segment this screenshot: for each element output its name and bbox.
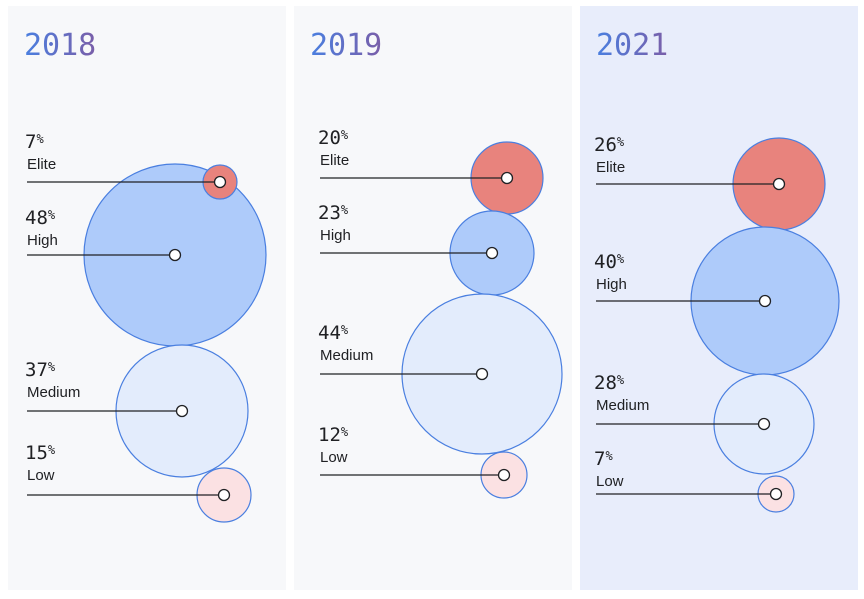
category-label: Low	[596, 473, 624, 490]
panel-title: 2021	[596, 28, 668, 63]
category-label: High	[596, 276, 627, 293]
data-point-marker	[485, 246, 499, 260]
category-label: Low	[320, 449, 348, 466]
category-label: High	[320, 227, 351, 244]
category-label: Elite	[320, 152, 349, 169]
data-point-marker	[168, 248, 182, 262]
category-label: Elite	[27, 156, 56, 173]
category-label: Medium	[320, 347, 373, 364]
category-label: Medium	[596, 397, 649, 414]
data-point-marker	[757, 417, 771, 431]
category-label: High	[27, 232, 58, 249]
data-point-marker	[769, 487, 783, 501]
category-label: Elite	[596, 159, 625, 176]
panel-background	[294, 6, 572, 590]
data-point-marker	[217, 488, 231, 502]
panel-title: 2018	[24, 28, 96, 63]
data-point-marker	[500, 171, 514, 185]
data-point-marker	[175, 404, 189, 418]
category-label: Low	[27, 467, 55, 484]
data-point-marker	[772, 177, 786, 191]
data-point-marker	[475, 367, 489, 381]
category-label: Medium	[27, 384, 80, 401]
data-point-marker	[758, 294, 772, 308]
data-point-marker	[497, 468, 511, 482]
data-point-marker	[213, 175, 227, 189]
panel-title: 2019	[310, 28, 382, 63]
